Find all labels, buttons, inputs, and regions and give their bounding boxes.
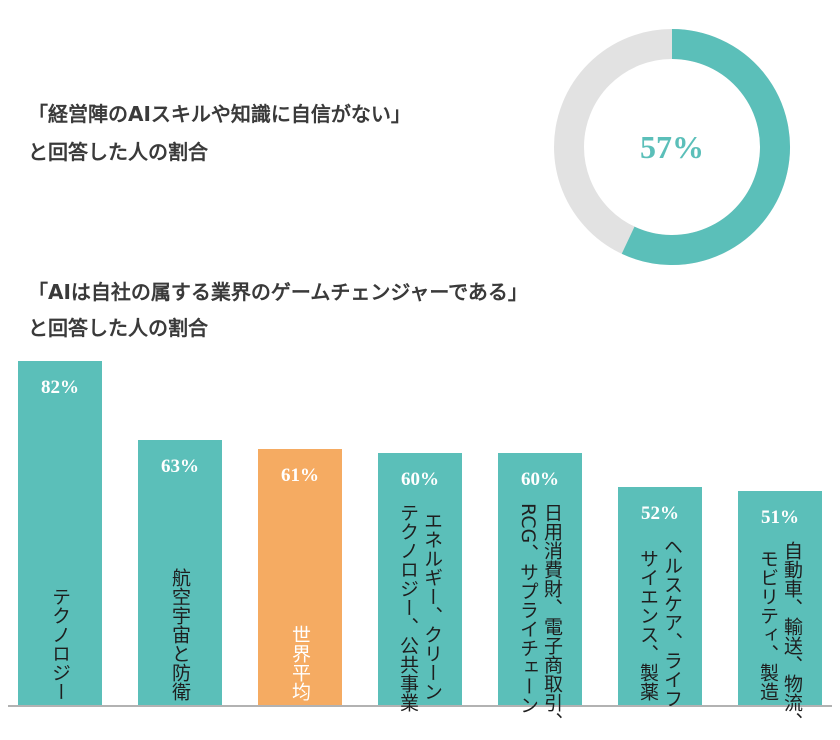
bar xyxy=(498,453,582,705)
category-label: 自動車、輸送、物流、 モビリティ、製造 xyxy=(757,540,803,731)
donut-label: 57% xyxy=(640,129,704,165)
bar xyxy=(378,453,462,705)
value-label: 52% xyxy=(641,502,679,524)
donut-title: と回答した人の割合 xyxy=(28,140,208,164)
bar xyxy=(258,448,342,705)
bar-title: 「AIは自社の属する業界のゲームチェンジャーである」 xyxy=(28,280,528,304)
category-label: 日用消費財、電子商取引、 RCG、サプライチェーン xyxy=(517,503,563,731)
value-label: 60% xyxy=(521,469,559,490)
category-label: テクノロジー xyxy=(49,586,71,701)
donut-title: 「経営陣のAIスキルや知識に自信がない」 xyxy=(28,102,411,126)
value-label: 63% xyxy=(161,456,199,478)
category-label: エネルギー、クリーン テクノロジー、公共事業 xyxy=(397,503,443,712)
bar xyxy=(618,486,702,705)
category-label: 世界平均 xyxy=(289,624,311,701)
category-label: 航空宇宙と防衛 xyxy=(169,567,191,701)
value-label: 51% xyxy=(761,506,799,528)
bar-title: と回答した人の割合 xyxy=(28,316,208,340)
bar xyxy=(138,440,222,705)
value-label: 60% xyxy=(401,469,439,490)
donut-arc xyxy=(621,29,790,265)
bar xyxy=(18,360,102,705)
category-label: ヘルスケア、ライフ サイエンス、製薬 xyxy=(637,536,683,708)
bar xyxy=(738,490,822,705)
value-label: 82% xyxy=(41,376,79,398)
value-label: 61% xyxy=(281,464,319,486)
